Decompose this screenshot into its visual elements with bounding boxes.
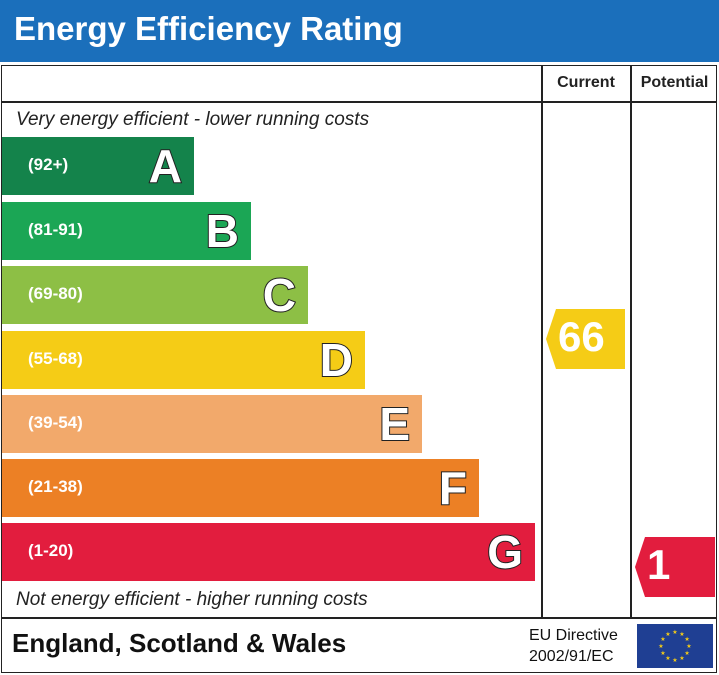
- band-letter: E: [378, 397, 411, 451]
- band-range: (81-91): [28, 220, 83, 239]
- potential-arrow-value: 1: [647, 541, 671, 588]
- band-a: (92+) A: [2, 137, 194, 195]
- eu-star-icon: ★: [679, 631, 684, 638]
- footer-country: England, Scotland & Wales: [12, 628, 347, 658]
- band-d: (55-68) D: [2, 331, 365, 389]
- eu-directive-number: 2002/91/EC: [529, 648, 614, 665]
- current-arrow: 66: [546, 309, 625, 369]
- current-arrow-value: 66: [558, 313, 605, 360]
- header-bar: Energy Efficiency Rating: [0, 0, 719, 62]
- band-letter: D: [319, 333, 354, 387]
- footer-divider: [1, 617, 717, 619]
- eu-star-icon: ★: [658, 643, 663, 650]
- page-title: Energy Efficiency Rating: [14, 10, 403, 47]
- current-column-header: Current: [557, 74, 615, 91]
- band-letter: C: [262, 268, 297, 322]
- band-range: (39-54): [28, 413, 83, 432]
- band-b: (81-91) B: [2, 202, 251, 260]
- eu-flag-icon: ★★★★★★★★★ ★ ★★: [637, 624, 713, 668]
- band-range: (55-68): [28, 349, 83, 368]
- header-divider: [1, 101, 717, 103]
- band-f: (21-38) F: [2, 459, 479, 517]
- band-range: (69-80): [28, 284, 83, 303]
- chart-frame: [1, 65, 717, 673]
- band-range: (92+): [28, 155, 69, 174]
- eu-star-icon: ★: [672, 629, 677, 636]
- band-letter: A: [148, 139, 183, 193]
- eu-star-icon: ★: [686, 643, 691, 650]
- potential-arrow-shape: [635, 537, 715, 597]
- eu-star-icon: ★: [660, 636, 665, 643]
- eu-star-icon: ★: [665, 631, 670, 638]
- eu-directive-label: EU Directive: [529, 627, 618, 644]
- eu-star-icon: ★: [665, 655, 670, 662]
- eu-star-icon: ★: [672, 657, 677, 664]
- band-c: (69-80) C: [2, 266, 308, 324]
- potential-arrow: 1: [635, 537, 715, 597]
- band-range: (1-20): [28, 541, 74, 560]
- band-range: (21-38): [28, 477, 83, 496]
- eu-star-icon: ★: [679, 655, 684, 662]
- potential-column-divider: [630, 65, 632, 618]
- band-g: (1-20) G: [2, 523, 535, 581]
- current-arrow-shape: [546, 309, 625, 369]
- eu-star-icon: ★: [684, 650, 689, 657]
- bottom-note: Not energy efficient - higher running co…: [16, 589, 368, 610]
- band-letter: B: [205, 204, 240, 258]
- potential-column-header: Potential: [640, 74, 709, 91]
- top-note: Very energy efficient - lower running co…: [16, 109, 370, 130]
- eu-star-icon: ★: [684, 636, 689, 643]
- band-e: (39-54) E: [2, 395, 422, 453]
- band-letter: G: [486, 525, 524, 579]
- current-column-divider: [541, 65, 543, 618]
- eu-star-icon: ★: [660, 650, 665, 657]
- band-letter: F: [438, 461, 468, 515]
